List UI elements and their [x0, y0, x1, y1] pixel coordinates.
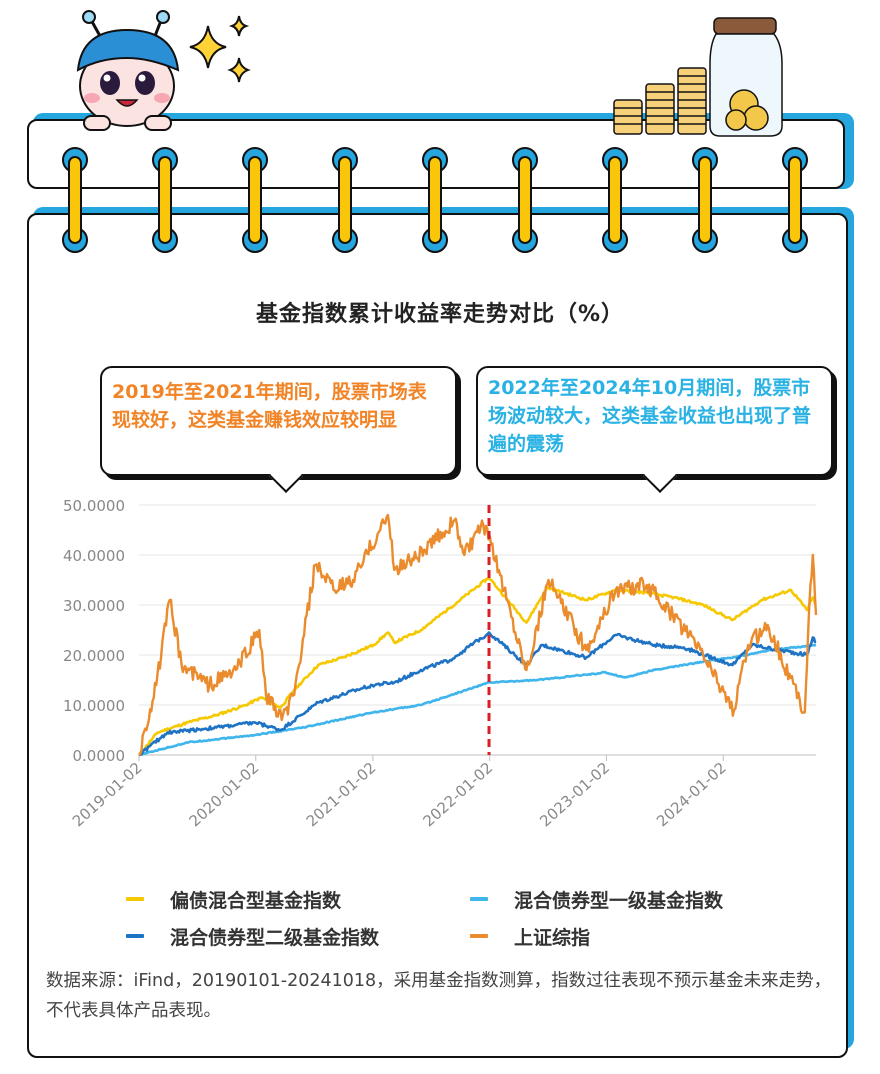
binder-ring — [152, 147, 178, 253]
legend-label: 上证综指 — [514, 927, 591, 949]
binder-ring — [332, 147, 358, 253]
y-tick-label: 50.0000 — [63, 497, 125, 515]
series-line — [137, 576, 818, 756]
callout-2019-2021: 2019年至2021年期间，股票市场表现较好，这类基金赚钱效应较明显 — [100, 366, 457, 493]
binder-ring — [422, 147, 448, 253]
x-tick-label: 2023-01-02 — [536, 759, 613, 831]
binder-ring — [692, 147, 718, 253]
source-note: 数据来源：iFind，20190101-20241018，采用基金指数测算，指数… — [46, 971, 832, 1021]
binder-ring — [602, 147, 628, 253]
callout-2022-2024: 2022年至2024年10月期间，股票市场波动较大，这类基金收益也出现了普遍的震… — [476, 366, 833, 493]
legend-swatch — [470, 934, 488, 938]
mascot-illustration — [76, 10, 180, 131]
binder-ring — [242, 147, 268, 253]
callout-text: 2019年至2021年期间，股票市场表现较好，这类基金赚钱效应较明显 — [112, 381, 427, 431]
y-tick-label: 10.0000 — [63, 697, 125, 715]
legend-label: 混合债券型二级基金指数 — [170, 927, 380, 949]
y-tick-label: 0.0000 — [73, 747, 126, 765]
y-tick-label: 30.0000 — [63, 597, 125, 615]
legend-label: 偏债混合型基金指数 — [170, 890, 342, 912]
x-tick-label: 2019-01-02 — [69, 759, 146, 831]
binder-ring — [782, 147, 808, 253]
x-tick-label: 2022-01-02 — [419, 759, 496, 831]
coin-jar-illustration — [613, 17, 783, 137]
chart-title: 基金指数累计收益率走势对比（%） — [255, 302, 625, 327]
legend-swatch — [470, 897, 488, 901]
legend-swatch — [126, 934, 144, 938]
binder-ring — [512, 147, 538, 253]
line-chart: 0.0000 10.0000 20.0000 30.0000 40.0000 50.000… — [63, 497, 818, 831]
legend-swatch — [126, 897, 144, 901]
x-tick-label: 2024-01-02 — [653, 759, 730, 831]
y-tick-label: 40.0000 — [63, 547, 125, 565]
y-tick-label: 20.0000 — [63, 647, 125, 665]
x-tick-label: 2020-01-02 — [186, 759, 263, 831]
legend-label: 混合债券型一级基金指数 — [514, 890, 724, 912]
x-tick-label: 2021-01-02 — [303, 759, 380, 831]
callout-text: 2022年至2024年10月期间，股票市场波动较大，这类基金收益也出现了普遍的震… — [488, 377, 812, 455]
sparkle-icon — [189, 15, 251, 83]
series-line — [138, 513, 818, 756]
binder-ring — [62, 147, 88, 253]
